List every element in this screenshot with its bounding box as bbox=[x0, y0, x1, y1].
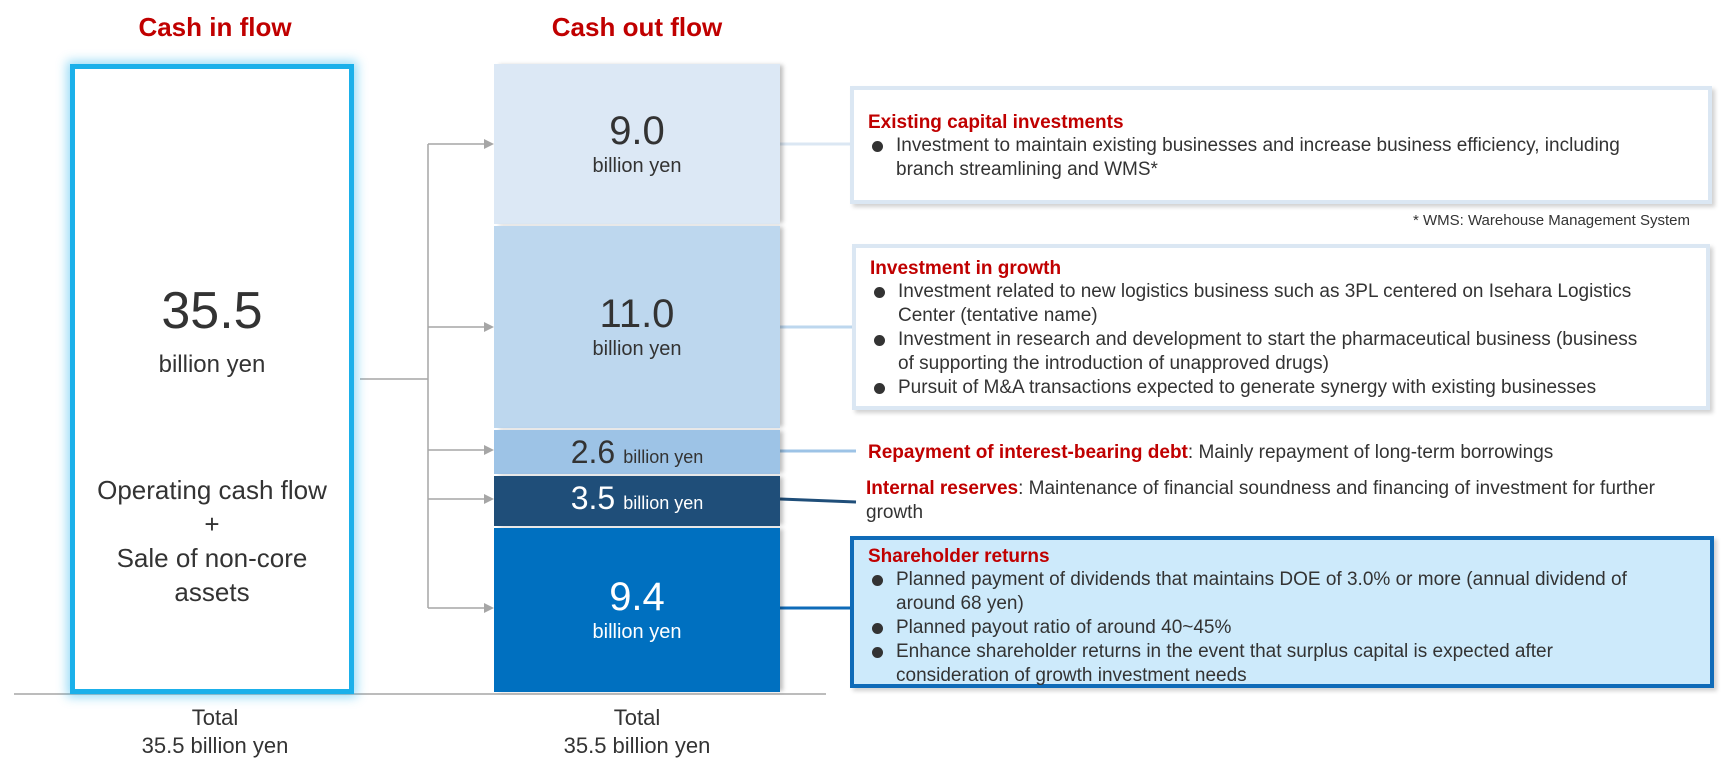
list-item: Planned payment of dividends that mainta… bbox=[868, 568, 1696, 616]
list-item-line2: consideration of growth investment needs bbox=[896, 665, 1247, 686]
list-item: Investment in research and development t… bbox=[870, 328, 1692, 376]
inflow-unit: billion yen bbox=[158, 351, 266, 378]
callout-existing-list: Investment to maintain existing business… bbox=[868, 134, 1694, 182]
list-item-line2: around 68 yen) bbox=[896, 593, 1024, 614]
inflow-amount: 35.5 bbox=[161, 282, 263, 340]
list-item-line1: Planned payout ratio of around 40~45% bbox=[896, 617, 1232, 638]
outflow-segment-shareholder: 9.4 billion yen bbox=[494, 528, 780, 692]
inflow-total-label: Total bbox=[191, 705, 239, 730]
callout-shareholder-list: Planned payment of dividends that mainta… bbox=[868, 568, 1696, 688]
bullet-icon bbox=[874, 287, 885, 298]
list-item: Pursuit of M&A transactions expected to … bbox=[870, 376, 1692, 400]
callout-debt: Repayment of interest-bearing debt: Main… bbox=[868, 441, 1708, 465]
callout-growth-list: Investment related to new logistics busi… bbox=[870, 280, 1692, 400]
segment-unit: billion yen bbox=[623, 493, 704, 513]
callout-shareholder-title: Shareholder returns bbox=[868, 546, 1050, 567]
callout-reserves-title: Internal reserves bbox=[866, 478, 1019, 499]
list-item: Planned payout ratio of around 40~45% bbox=[868, 616, 1696, 640]
bullet-icon bbox=[874, 335, 885, 346]
list-item-line1: Investment related to new logistics busi… bbox=[898, 281, 1632, 302]
list-item: Investment to maintain existing business… bbox=[868, 134, 1694, 182]
outflow-segment-growth: 11.0 billion yen bbox=[494, 226, 780, 428]
segment-value: 11.0 bbox=[599, 292, 675, 336]
list-item-line1: Investment in research and development t… bbox=[898, 329, 1638, 350]
segment-unit: billion yen bbox=[592, 621, 682, 643]
callout-debt-title: Repayment of interest-bearing debt bbox=[868, 442, 1188, 463]
outflow-total: Total 35.5 billion yen bbox=[494, 704, 780, 760]
segment-value: 9.4 bbox=[609, 575, 665, 619]
inflow-total: Total 35.5 billion yen bbox=[70, 704, 360, 760]
segment-unit: billion yen bbox=[592, 338, 682, 360]
bullet-icon bbox=[872, 141, 883, 152]
inflow-box: 35.5 billion yen Operating cash flow + S… bbox=[70, 64, 354, 694]
inflow-source-plus: + bbox=[204, 509, 220, 539]
callout-reserves-text: : Maintenance of financial soundness and… bbox=[1018, 478, 1655, 499]
bullet-icon bbox=[872, 575, 883, 586]
link-reserves bbox=[779, 497, 857, 504]
callout-growth-title: Investment in growth bbox=[870, 258, 1062, 279]
callout-debt-text: : Mainly repayment of long-term borrowin… bbox=[1187, 442, 1554, 463]
bullet-icon bbox=[872, 623, 883, 634]
list-item: Enhance shareholder returns in the event… bbox=[868, 640, 1696, 688]
callout-existing: Existing capital investments Investment … bbox=[850, 86, 1712, 204]
bullet-icon bbox=[872, 647, 883, 658]
inflow-source-line2: Sale of non-core bbox=[116, 543, 308, 573]
inflow-source-line1: Operating cash flow bbox=[97, 475, 327, 505]
list-item-line1: Planned payment of dividends that mainta… bbox=[896, 569, 1627, 590]
callout-growth: Investment in growth Investment related … bbox=[852, 244, 1710, 410]
outflow-segment-reserves: 3.5 billion yen bbox=[494, 476, 780, 526]
callout-reserves: Internal reserves: Maintenance of financ… bbox=[866, 477, 1716, 525]
segment-unit: billion yen bbox=[623, 447, 704, 467]
outflow-segment-existing: 9.0 billion yen bbox=[494, 64, 780, 224]
callout-reserves-text-line2: growth bbox=[866, 502, 924, 523]
segment-value: 3.5 bbox=[570, 480, 616, 516]
callout-shareholder: Shareholder returns Planned payment of d… bbox=[850, 536, 1714, 688]
list-item-line2: branch streamlining and WMS* bbox=[896, 159, 1158, 180]
callout-existing-title: Existing capital investments bbox=[868, 112, 1124, 133]
inflow-total-value: 35.5 billion yen bbox=[141, 733, 289, 758]
list-item: Investment related to new logistics busi… bbox=[870, 280, 1692, 328]
footnote-wms: * WMS: Warehouse Management System bbox=[1412, 212, 1690, 229]
bullet-icon bbox=[874, 383, 885, 394]
inflow-title: Cash in flow bbox=[138, 12, 292, 42]
outflow-segment-debt: 2.6 billion yen bbox=[494, 430, 780, 474]
inflow-source: Operating cash flow + Sale of non-core a… bbox=[75, 473, 349, 609]
segment-value: 9.0 bbox=[609, 109, 665, 153]
list-item-line1: Investment to maintain existing business… bbox=[896, 135, 1620, 156]
outflow-total-label: Total bbox=[613, 705, 661, 730]
outflow-total-value: 35.5 billion yen bbox=[563, 733, 711, 758]
list-item-line2: of supporting the introduction of unappr… bbox=[898, 353, 1329, 374]
outflow-title: Cash out flow bbox=[551, 12, 723, 42]
inflow-source-line3: assets bbox=[174, 577, 250, 607]
segment-unit: billion yen bbox=[592, 155, 682, 177]
list-item-line1: Pursuit of M&A transactions expected to … bbox=[898, 377, 1597, 398]
list-item-line2: Center (tentative name) bbox=[898, 305, 1098, 326]
list-item-line1: Enhance shareholder returns in the event… bbox=[896, 641, 1553, 662]
segment-value: 2.6 bbox=[570, 434, 616, 470]
